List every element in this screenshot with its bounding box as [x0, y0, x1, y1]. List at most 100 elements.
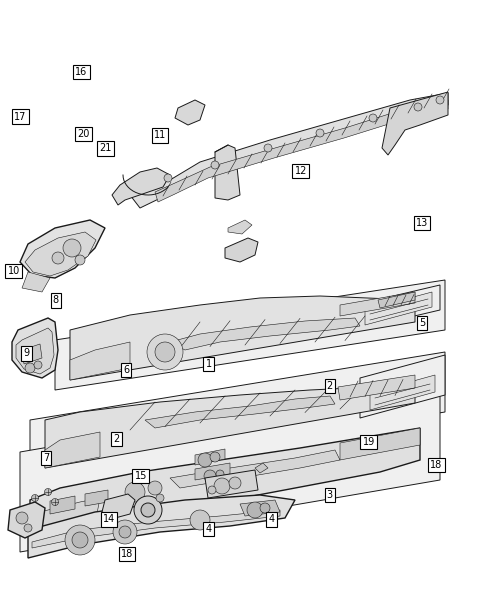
Circle shape [141, 503, 155, 517]
Circle shape [113, 520, 136, 544]
Polygon shape [16, 328, 54, 374]
Text: 13: 13 [415, 218, 427, 227]
Polygon shape [45, 432, 100, 468]
Circle shape [34, 361, 42, 369]
Polygon shape [337, 375, 414, 400]
Circle shape [204, 470, 215, 482]
Polygon shape [32, 510, 279, 548]
Circle shape [24, 524, 32, 532]
Polygon shape [214, 145, 240, 200]
Polygon shape [112, 168, 170, 205]
Circle shape [228, 477, 241, 489]
Circle shape [435, 96, 443, 104]
Text: 15: 15 [134, 471, 147, 481]
Circle shape [259, 503, 270, 513]
Text: 11: 11 [153, 131, 166, 140]
Circle shape [368, 114, 376, 122]
Polygon shape [102, 494, 135, 518]
Polygon shape [30, 428, 419, 538]
Polygon shape [8, 502, 45, 538]
Text: 4: 4 [268, 515, 274, 524]
Polygon shape [195, 463, 229, 480]
Text: 17: 17 [14, 112, 27, 121]
Polygon shape [339, 428, 419, 460]
Circle shape [45, 488, 51, 495]
Circle shape [148, 481, 162, 495]
Text: 1: 1 [205, 359, 211, 369]
Text: 12: 12 [294, 166, 306, 176]
Text: 9: 9 [24, 349, 30, 358]
Polygon shape [339, 292, 414, 316]
Text: 18: 18 [121, 549, 133, 558]
Circle shape [134, 496, 162, 524]
Circle shape [16, 512, 28, 524]
Polygon shape [20, 380, 439, 552]
Text: 8: 8 [53, 296, 59, 305]
Text: 4: 4 [205, 524, 211, 534]
Circle shape [197, 453, 212, 467]
Circle shape [413, 103, 421, 111]
Circle shape [263, 144, 272, 152]
Circle shape [25, 363, 35, 373]
Polygon shape [240, 500, 279, 516]
Polygon shape [20, 220, 105, 278]
Circle shape [51, 498, 59, 505]
Polygon shape [22, 272, 50, 292]
Text: 21: 21 [99, 144, 112, 153]
Polygon shape [145, 396, 334, 428]
Text: 19: 19 [362, 437, 374, 446]
Polygon shape [359, 355, 444, 418]
Polygon shape [175, 100, 205, 125]
Polygon shape [364, 292, 431, 325]
Polygon shape [170, 318, 359, 350]
Polygon shape [205, 470, 257, 498]
Polygon shape [381, 92, 447, 155]
Polygon shape [12, 318, 58, 378]
Polygon shape [70, 342, 130, 380]
Circle shape [211, 161, 219, 169]
Circle shape [65, 525, 95, 555]
Circle shape [156, 494, 164, 502]
Text: 10: 10 [7, 266, 20, 276]
Polygon shape [130, 93, 447, 208]
Polygon shape [255, 463, 268, 473]
Text: 18: 18 [429, 461, 442, 470]
Circle shape [125, 482, 145, 502]
Circle shape [208, 486, 215, 494]
Polygon shape [195, 449, 225, 465]
Polygon shape [85, 490, 108, 506]
Text: 16: 16 [75, 67, 88, 77]
Polygon shape [30, 498, 100, 538]
Text: 2: 2 [113, 434, 119, 444]
Circle shape [213, 478, 229, 494]
Text: 5: 5 [418, 318, 424, 327]
Polygon shape [50, 496, 75, 514]
Polygon shape [22, 344, 42, 364]
Circle shape [119, 526, 131, 538]
Text: 2: 2 [326, 381, 332, 391]
Polygon shape [377, 292, 414, 308]
Circle shape [147, 334, 182, 370]
Polygon shape [354, 285, 439, 330]
Circle shape [75, 255, 85, 265]
Circle shape [215, 470, 224, 478]
Text: 3: 3 [326, 490, 332, 499]
Polygon shape [227, 220, 252, 234]
Circle shape [155, 342, 175, 362]
Circle shape [210, 452, 220, 462]
Circle shape [52, 252, 64, 264]
Polygon shape [155, 100, 447, 202]
Polygon shape [369, 375, 434, 410]
Circle shape [72, 532, 88, 548]
Circle shape [190, 510, 210, 530]
Text: 6: 6 [123, 365, 129, 375]
Polygon shape [225, 238, 257, 262]
Circle shape [316, 129, 323, 137]
Polygon shape [55, 280, 444, 390]
Text: 14: 14 [103, 515, 115, 524]
Polygon shape [70, 296, 414, 380]
Polygon shape [30, 352, 444, 480]
Text: 20: 20 [77, 130, 90, 139]
Polygon shape [45, 385, 414, 468]
Circle shape [63, 239, 81, 257]
